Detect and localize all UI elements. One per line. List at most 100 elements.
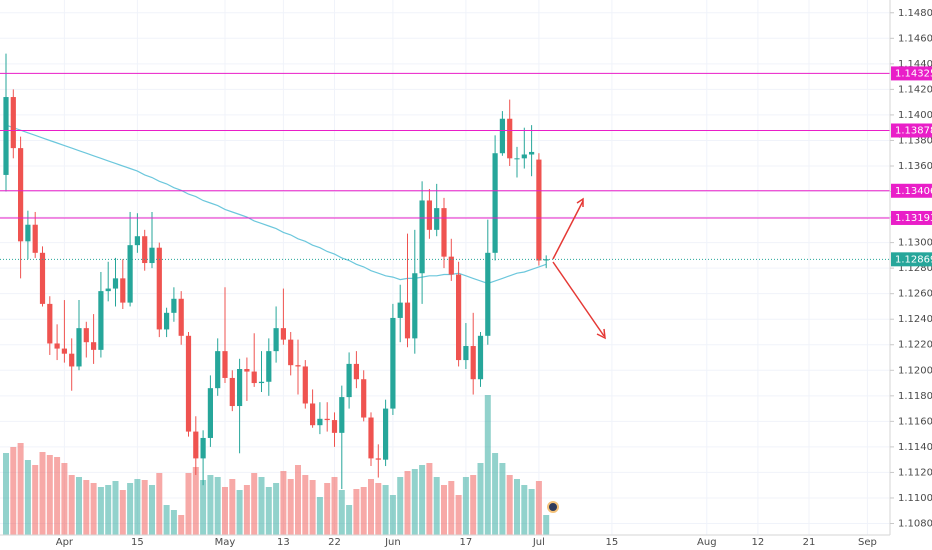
volume-bar <box>484 395 491 535</box>
y-tick-label: 1.13600 <box>898 161 932 172</box>
x-tick-label: Sep <box>858 537 877 548</box>
volume-bar <box>236 490 243 535</box>
y-tick-label: 1.12400 <box>898 314 932 325</box>
volume-bar <box>10 447 17 535</box>
y-tick-label: 1.12600 <box>898 289 932 300</box>
volume-bar <box>528 489 535 535</box>
volume-bar <box>543 515 550 535</box>
y-tick-label: 1.11000 <box>898 493 932 504</box>
candle-body <box>477 335 484 380</box>
candle-body <box>543 259 549 261</box>
candle-body <box>10 97 16 149</box>
volume-bar <box>3 453 9 535</box>
x-tick-label: 12 <box>752 537 765 548</box>
y-tick-label: 1.12000 <box>898 365 932 376</box>
candle-body <box>3 97 9 175</box>
candle-body <box>448 256 454 275</box>
volume-bar <box>24 460 31 535</box>
volume-bar <box>97 487 104 535</box>
volume-bar <box>331 477 338 535</box>
volume-bar <box>535 481 542 535</box>
candle-body <box>310 403 316 426</box>
volume-bar <box>112 481 119 535</box>
volume-bar <box>156 473 163 535</box>
y-tick-label: 1.14600 <box>898 33 932 44</box>
volume-bar <box>514 479 520 535</box>
candle-body <box>529 151 535 155</box>
candle-body <box>112 278 119 289</box>
volume-bar <box>324 483 331 535</box>
candle-body <box>134 236 140 246</box>
volume-bar <box>338 490 345 535</box>
candle-body <box>514 158 520 160</box>
candle-body <box>463 346 469 361</box>
y-tick-label: 1.10800 <box>898 519 932 530</box>
volume-bar <box>105 485 112 535</box>
y-tick-label: 1.11400 <box>898 442 932 453</box>
y-tick-label: 1.12200 <box>898 340 932 351</box>
y-tick-label: 1.13800 <box>898 135 932 146</box>
volume-bar <box>389 495 396 535</box>
volume-bar <box>499 463 506 535</box>
volume-bar <box>178 515 185 535</box>
volume-bar <box>17 443 24 535</box>
candle-body <box>456 274 462 361</box>
candle-body <box>164 312 170 330</box>
volume-bar <box>83 480 90 535</box>
candle-body <box>353 363 359 380</box>
volume-bar <box>54 457 61 535</box>
volume-bar <box>39 452 46 535</box>
candle-body <box>273 328 279 352</box>
volume-bar <box>441 485 447 535</box>
candle-body <box>485 252 491 336</box>
candle-body <box>536 159 542 261</box>
candle-body <box>288 339 294 366</box>
volume-bar <box>462 477 469 535</box>
candle-body <box>25 224 31 242</box>
y-tick-label: 1.14200 <box>898 84 932 95</box>
candle-body <box>295 365 301 367</box>
candle-body <box>105 288 111 292</box>
candle-body <box>47 303 53 344</box>
candle-body <box>280 328 286 340</box>
candle-body <box>32 224 38 253</box>
volume-bar <box>273 483 280 535</box>
x-tick-label: May <box>215 537 236 548</box>
candle-body <box>521 154 527 159</box>
candle-body <box>149 247 155 264</box>
volume-bar <box>287 479 294 535</box>
candle-body <box>244 369 250 372</box>
candle-body <box>200 437 206 459</box>
volume-bar <box>214 477 221 535</box>
volume-bar <box>506 475 513 535</box>
candle-body <box>346 363 352 398</box>
volume-bar <box>170 510 177 535</box>
volume-bar <box>222 487 228 535</box>
last-price-bg <box>891 252 932 267</box>
y-tick-label: 1.13000 <box>898 238 932 249</box>
volume-bar <box>280 471 287 535</box>
candle-body <box>507 118 513 159</box>
volume-bar <box>477 463 484 535</box>
candle-body <box>361 379 367 418</box>
x-tick-label: 15 <box>606 537 619 548</box>
event-icon[interactable] <box>547 501 559 513</box>
y-tick-label: 1.11600 <box>898 416 932 427</box>
volume-bar <box>32 465 39 535</box>
moving-average <box>5 124 547 285</box>
volume-bar <box>265 487 272 535</box>
x-tick-label: Apr <box>56 537 74 548</box>
volume-bar <box>492 453 499 535</box>
candle-body <box>251 371 257 384</box>
volume-bar <box>419 465 426 535</box>
candle-body <box>390 317 396 409</box>
candle-body <box>302 366 308 404</box>
y-tick-label: 1.14000 <box>898 110 932 121</box>
candle-body <box>441 208 447 257</box>
candle-body <box>156 247 162 330</box>
volume-bar <box>192 467 199 535</box>
arrow-head <box>596 328 606 340</box>
candle-body <box>229 377 235 407</box>
volume-bar <box>163 505 170 535</box>
candle-body <box>54 343 60 349</box>
